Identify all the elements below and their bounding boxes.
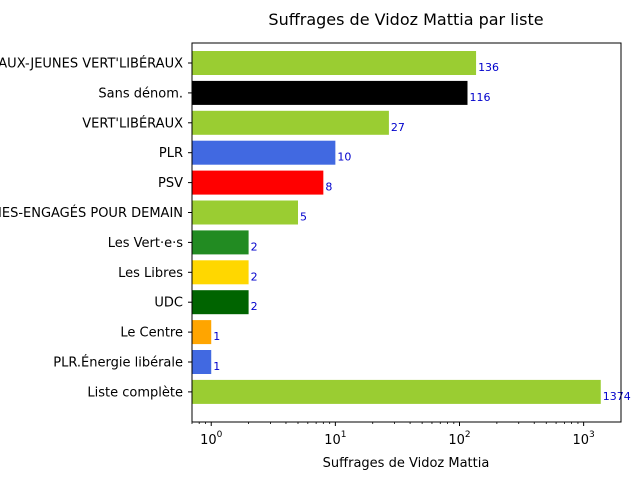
x-tick-exponent: 1 <box>341 430 347 440</box>
bar <box>192 260 249 285</box>
x-tick-label: 103 <box>572 430 594 448</box>
bar <box>192 170 324 195</box>
x-tick-exponent: 0 <box>217 430 223 440</box>
bar <box>192 320 212 345</box>
y-tick-label: PLR.Énergie libérale <box>53 355 183 371</box>
y-tick-label: Sans dénom. <box>98 86 183 101</box>
x-axis-ticks: 100 101 102 103 <box>191 422 595 448</box>
data-label: 1374 <box>603 390 631 403</box>
x-tick-exponent: 2 <box>465 430 471 440</box>
data-label: 27 <box>391 121 405 134</box>
x-tick-exponent: 3 <box>589 430 595 440</box>
data-label: 116 <box>469 91 490 104</box>
data-label: 2 <box>251 270 258 283</box>
x-tick-base: 10 <box>324 433 341 448</box>
y-tick-label: VERT'LIBÉRAUX <box>82 115 183 131</box>
x-tick-label: 101 <box>324 430 346 448</box>
bar <box>192 200 298 225</box>
bar <box>192 379 601 404</box>
x-tick-base: 10 <box>200 433 217 448</box>
bar <box>192 80 468 105</box>
data-label: 10 <box>337 151 351 164</box>
data-label: 2 <box>251 240 258 253</box>
y-tick-label: Les Libres <box>118 266 183 281</box>
y-tick-label: JEUNES LIBÉRAUX-JEUNES VERT'LIBÉRAUX <box>0 56 183 72</box>
chart-title: Suffrages de Vidoz Mattia par liste <box>268 10 543 29</box>
data-label: 8 <box>325 181 332 194</box>
data-label: 1 <box>213 330 220 343</box>
bar <box>192 230 249 255</box>
plot-frame <box>191 42 622 423</box>
bar <box>192 290 249 315</box>
y-tick-label: Liste complète <box>87 385 183 400</box>
bar <box>192 110 389 135</box>
data-label: 1 <box>213 360 220 373</box>
y-tick-label: Les Vert·e·s <box>108 236 184 251</box>
y-tick-label: PLR <box>159 146 183 161</box>
y-tick-labels: JEUNES LIBÉRAUX-JEUNES VERT'LIBÉRAUX Sans… <box>0 56 192 400</box>
x-tick-base: 10 <box>572 433 589 448</box>
x-tick-label: 102 <box>448 430 470 448</box>
bars-group <box>192 51 601 404</box>
data-labels: 136 116 27 10 8 5 2 2 2 1 1 1374 <box>213 61 631 403</box>
y-tick-label: Le Centre <box>120 326 183 341</box>
data-label: 2 <box>251 300 258 313</box>
data-label: 136 <box>478 61 499 74</box>
y-tick-label: UDC <box>154 296 183 311</box>
y-tick-label: PSV <box>158 176 183 191</box>
x-tick-label: 100 <box>200 430 223 448</box>
y-tick-label: JEUNES-ENGAGÉS POUR DEMAIN <box>0 205 183 221</box>
x-axis-label: Suffrages de Vidoz Mattia <box>323 456 490 471</box>
bar <box>192 51 477 75</box>
bar <box>192 140 336 165</box>
x-tick-base: 10 <box>448 433 465 448</box>
data-label: 5 <box>300 211 307 224</box>
bar <box>192 350 212 374</box>
